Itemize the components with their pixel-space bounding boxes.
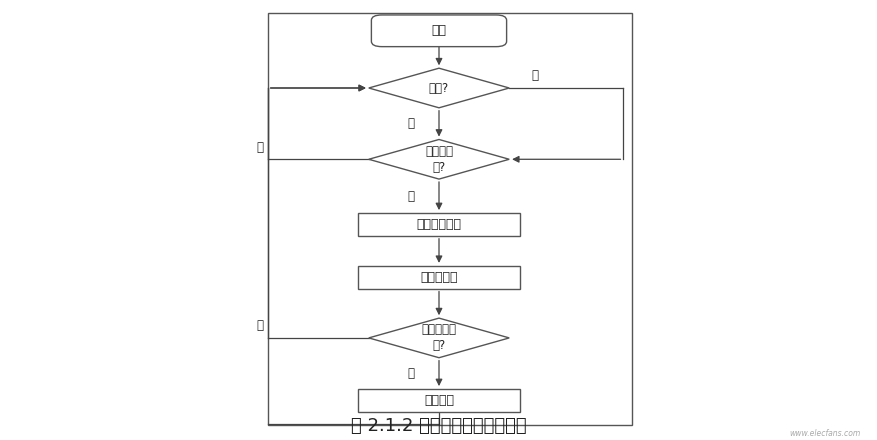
Polygon shape [368, 139, 509, 179]
Polygon shape [368, 68, 509, 108]
Text: 强中弱三档选: 强中弱三档选 [416, 218, 461, 231]
Bar [358, 266, 519, 289]
Bar [358, 389, 519, 412]
Text: 是: 是 [407, 367, 414, 380]
Text: 是: 是 [407, 190, 414, 202]
Text: 电机正反转: 电机正反转 [420, 271, 457, 284]
Text: www.elecfans.com: www.elecfans.com [788, 429, 859, 438]
FancyBboxPatch shape [371, 15, 506, 47]
Text: 否: 否 [256, 319, 263, 332]
Polygon shape [368, 318, 509, 358]
Text: 图 2.1.2 洗衣机控制器系统框图: 图 2.1.2 洗衣机控制器系统框图 [351, 417, 526, 435]
Bar [267, 13, 631, 425]
Text: 是: 是 [407, 117, 414, 130]
Text: 否: 否 [256, 140, 263, 154]
Text: 调整时间: 调整时间 [424, 394, 453, 407]
Text: 否: 否 [531, 69, 538, 82]
Bar [358, 213, 519, 236]
Text: 定时?: 定时? [428, 81, 449, 95]
Text: 定时时间
到?: 定时时间 到? [424, 145, 453, 174]
Text: 调整定时时
间?: 调整定时时 间? [421, 323, 456, 352]
Text: 开始: 开始 [431, 24, 446, 37]
